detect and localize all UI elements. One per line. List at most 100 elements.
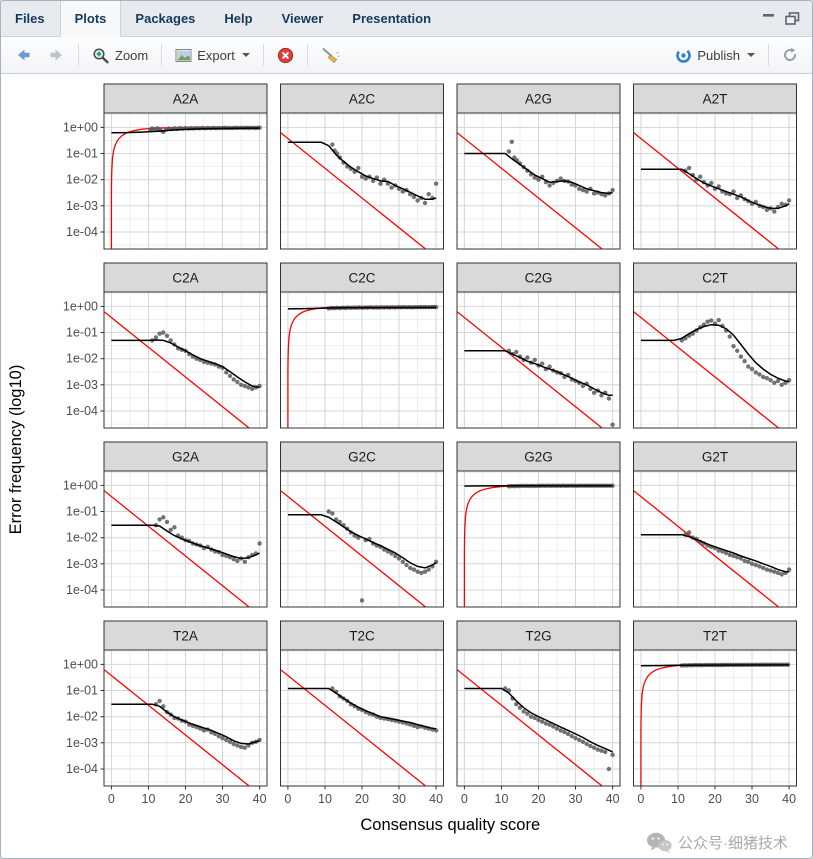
- x-tick-label: 30: [216, 792, 230, 806]
- smooth-line: [111, 703, 260, 745]
- data-point: [330, 511, 335, 516]
- toolbar-separator: [306, 44, 308, 66]
- data-point: [779, 572, 784, 577]
- data-point: [231, 557, 236, 562]
- tab-presentation[interactable]: Presentation: [338, 1, 446, 36]
- data-point: [235, 743, 240, 748]
- tab-viewer[interactable]: Viewer: [268, 1, 339, 36]
- data-point: [235, 558, 240, 564]
- smooth-line: [464, 152, 613, 195]
- export-label: Export: [197, 47, 235, 63]
- tab-help-label: Help: [224, 11, 253, 26]
- data-point: [528, 714, 534, 719]
- data-point: [742, 558, 747, 564]
- tab-plots[interactable]: Plots: [59, 1, 122, 37]
- data-point: [698, 174, 703, 179]
- data-point: [749, 561, 755, 566]
- facet-strip-label: A2G: [525, 92, 552, 107]
- data-point: [554, 726, 560, 731]
- smooth-line: [287, 687, 437, 730]
- facet-grid-chart: A2A 1e+00 1e-01 1e-02 1e-03 1e-04 A2C A2G A2T C2A…: [7, 83, 797, 834]
- remove-plot-button[interactable]: [271, 44, 300, 67]
- x-tick-label: 40: [606, 792, 620, 806]
- x-tick-label: 30: [392, 792, 406, 806]
- tab-plots-label: Plots: [74, 11, 107, 26]
- facet-strip-label: C2T: [702, 271, 728, 286]
- facet-strip-label: T2G: [525, 629, 551, 644]
- data-point: [326, 509, 331, 514]
- data-point: [562, 729, 567, 735]
- export-button[interactable]: Export: [169, 45, 256, 66]
- wechat-icon: [647, 832, 672, 853]
- zoom-button[interactable]: Zoom: [86, 44, 154, 67]
- tab-files[interactable]: Files: [1, 1, 60, 36]
- toolbar-separator: [768, 44, 769, 66]
- data-point: [426, 567, 431, 572]
- data-point: [164, 333, 170, 338]
- data-point: [161, 330, 166, 335]
- data-point: [543, 721, 549, 726]
- clear-plots-button[interactable]: [315, 44, 346, 67]
- data-point: [168, 338, 173, 343]
- facet-strip-label: G2C: [348, 450, 376, 465]
- facet-strip-label: T2T: [703, 629, 727, 644]
- remove-plot-icon: [277, 47, 293, 63]
- data-point: [330, 142, 335, 147]
- data-point: [727, 334, 732, 339]
- data-point: [257, 541, 262, 546]
- data-point: [764, 207, 770, 213]
- watermark: 公众号·细猪技术: [646, 832, 788, 853]
- pane-tabbar: Files Plots Packages Help Viewer Present…: [1, 1, 812, 37]
- tab-packages[interactable]: Packages: [121, 1, 210, 36]
- y-tick-label: 1e+00: [63, 299, 98, 313]
- x-tick-label: 40: [782, 792, 796, 806]
- data-point: [506, 149, 512, 154]
- data-point: [738, 354, 744, 359]
- data-point: [411, 194, 417, 200]
- data-point: [231, 377, 236, 382]
- reference-line: [280, 132, 427, 249]
- data-point: [426, 192, 431, 197]
- reference-line: [104, 311, 251, 428]
- x-tick-label: 10: [671, 792, 685, 806]
- data-point: [250, 386, 255, 392]
- data-point: [415, 569, 420, 574]
- data-point: [525, 355, 530, 360]
- x-tick-label: 0: [284, 792, 291, 806]
- data-point: [356, 165, 361, 171]
- data-point: [565, 731, 571, 737]
- smooth-line: [640, 664, 790, 667]
- forward-icon: [50, 49, 62, 61]
- facet-strip-label: G2A: [172, 450, 199, 465]
- refresh-button[interactable]: [776, 44, 804, 66]
- x-axis-title: Consensus quality score: [360, 816, 540, 834]
- data-point: [569, 734, 574, 739]
- data-point: [514, 702, 519, 707]
- data-point: [705, 319, 710, 324]
- tab-help[interactable]: Help: [210, 1, 267, 36]
- y-tick-label: 1e+00: [63, 657, 98, 671]
- x-tick-label: 20: [532, 792, 546, 806]
- toolbar-separator: [161, 44, 163, 66]
- data-point: [606, 396, 612, 401]
- data-point: [772, 569, 777, 574]
- facet-strip: [633, 620, 797, 651]
- data-point: [573, 736, 578, 741]
- maximize-icon[interactable]: [785, 12, 800, 25]
- data-point: [610, 752, 615, 757]
- export-caret-icon: [241, 53, 250, 57]
- reference-line: [633, 490, 780, 607]
- facet-strip: [633, 262, 797, 293]
- data-point: [761, 374, 766, 380]
- data-point: [772, 380, 777, 385]
- facet-strip-label: C2A: [172, 271, 198, 286]
- data-point: [738, 556, 744, 561]
- publish-button[interactable]: Publish: [669, 44, 761, 67]
- minimize-icon[interactable]: [762, 13, 775, 24]
- smooth-line: [287, 141, 437, 200]
- forward-button[interactable]: [42, 44, 71, 66]
- data-point: [735, 195, 740, 201]
- data-point: [584, 189, 589, 194]
- back-button[interactable]: [9, 44, 38, 66]
- facet-strip-label: T2C: [349, 629, 375, 644]
